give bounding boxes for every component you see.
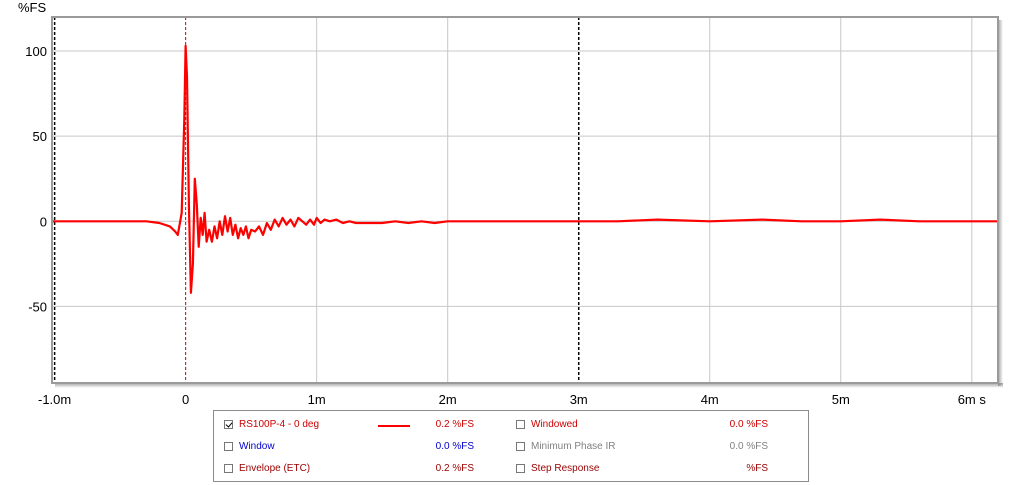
y-tick-label: 50: [33, 129, 47, 144]
legend-label: RS100P-4 - 0 deg: [239, 419, 320, 430]
plot-frame: [51, 16, 999, 384]
x-tick-label: 4m: [701, 392, 719, 405]
legend-checkbox[interactable]: [516, 420, 525, 429]
legend-row: Window 0.0 %FS Minimum Phase IR 0.0 %FS: [214, 441, 808, 455]
impulse-response-chart: 100 50 0 -50 -1.0m 0 1m 2m 3m 4m 5m 6m s %FS: [18, 0, 1003, 405]
legend-value: 0.2 %FS: [435, 419, 474, 430]
series-line: [52, 44, 998, 294]
y-tick-label: 100: [25, 44, 47, 59]
legend-checkbox[interactable]: [516, 442, 525, 451]
legend-swatch: [378, 425, 410, 427]
x-tick-label: 6m s: [958, 392, 987, 405]
legend-label: Windowed: [531, 419, 578, 430]
x-tick-label: 2m: [439, 392, 457, 405]
legend-panel: RS100P-4 - 0 deg 0.2 %FS Windowed 0.0 %FS Wi…: [213, 410, 809, 482]
x-tick-label: 0: [182, 392, 189, 405]
legend-row: RS100P-4 - 0 deg 0.2 %FS Windowed 0.0 %FS: [214, 419, 808, 433]
plot-shadow-bottom: [55, 383, 1003, 388]
legend-checkbox[interactable]: [224, 442, 233, 451]
y-axis-tick-labels: 100 50 0 -50: [25, 44, 47, 314]
legend-value: 0.0 %FS: [435, 441, 474, 452]
legend-checkbox[interactable]: [224, 464, 233, 473]
legend-label: Minimum Phase IR: [531, 441, 616, 452]
plot-shadow-right: [998, 20, 1003, 386]
x-axis-tick-labels: -1.0m 0 1m 2m 3m 4m 5m 6m s: [38, 392, 986, 405]
legend-value: 0.0 %FS: [729, 441, 768, 452]
x-tick-label: -1.0m: [38, 392, 71, 405]
y-axis-label: %FS: [18, 0, 47, 15]
legend-value: 0.0 %FS: [729, 419, 768, 430]
series-layer: [52, 44, 998, 294]
x-tick-label: 1m: [308, 392, 326, 405]
legend-label: Step Response: [531, 463, 600, 474]
y-tick-label: -50: [28, 299, 47, 314]
legend-label: Window: [239, 441, 275, 452]
legend-value: %FS: [746, 463, 768, 474]
legend-value: 0.2 %FS: [435, 463, 474, 474]
legend-label: Envelope (ETC): [239, 463, 311, 474]
legend-checkbox[interactable]: [516, 464, 525, 473]
legend-checkbox[interactable]: [224, 420, 233, 429]
y-tick-label: 0: [40, 214, 47, 229]
legend-row: Envelope (ETC) 0.2 %FS Step Response %FS: [214, 463, 808, 477]
x-tick-label: 5m: [832, 392, 850, 405]
x-tick-label: 3m: [570, 392, 588, 405]
